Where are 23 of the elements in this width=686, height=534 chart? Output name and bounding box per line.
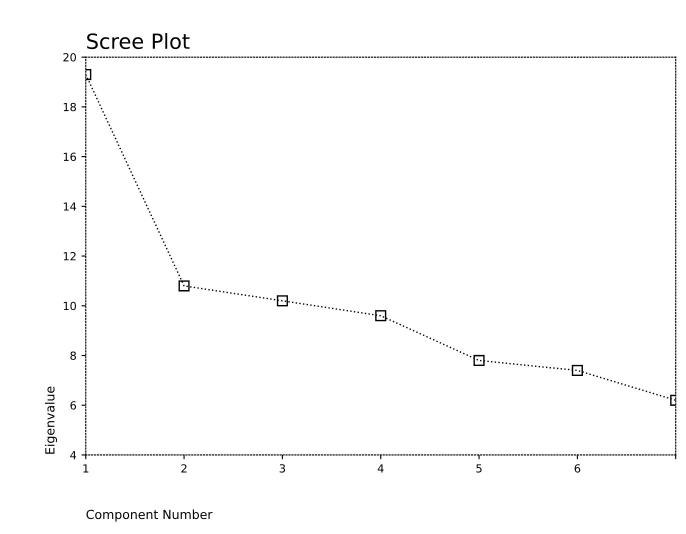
y-tick-label: 12 — [64, 252, 76, 260]
y-axis-title: Eigenvalue — [44, 386, 58, 454]
point — [572, 364, 583, 376]
y-tick-label: 8 — [70, 351, 76, 360]
y-tick-label: 16 — [64, 152, 76, 161]
chart-title: Scree Plot — [87, 32, 190, 50]
y-tick-label: 10 — [64, 302, 76, 310]
x-tick-label: 5 — [476, 464, 482, 473]
x-tick-label: 1 — [83, 464, 88, 472]
point — [474, 354, 485, 366]
y-tick-label: 6 — [70, 401, 76, 410]
x-tick-label: 6 — [574, 464, 580, 473]
point — [375, 310, 386, 322]
y-tick-label: 18 — [64, 102, 76, 112]
x-tick-label: 4 — [378, 464, 384, 472]
x-tick-label: 2 — [181, 464, 186, 472]
point — [178, 280, 190, 292]
x-axis-title: Component Number — [86, 509, 213, 522]
y-tick-label: 14 — [64, 202, 76, 211]
y-tick-label: 20 — [63, 53, 76, 62]
point — [276, 295, 288, 306]
y-tick-label: 4 — [70, 451, 76, 460]
x-tick-label: 3 — [280, 464, 286, 473]
